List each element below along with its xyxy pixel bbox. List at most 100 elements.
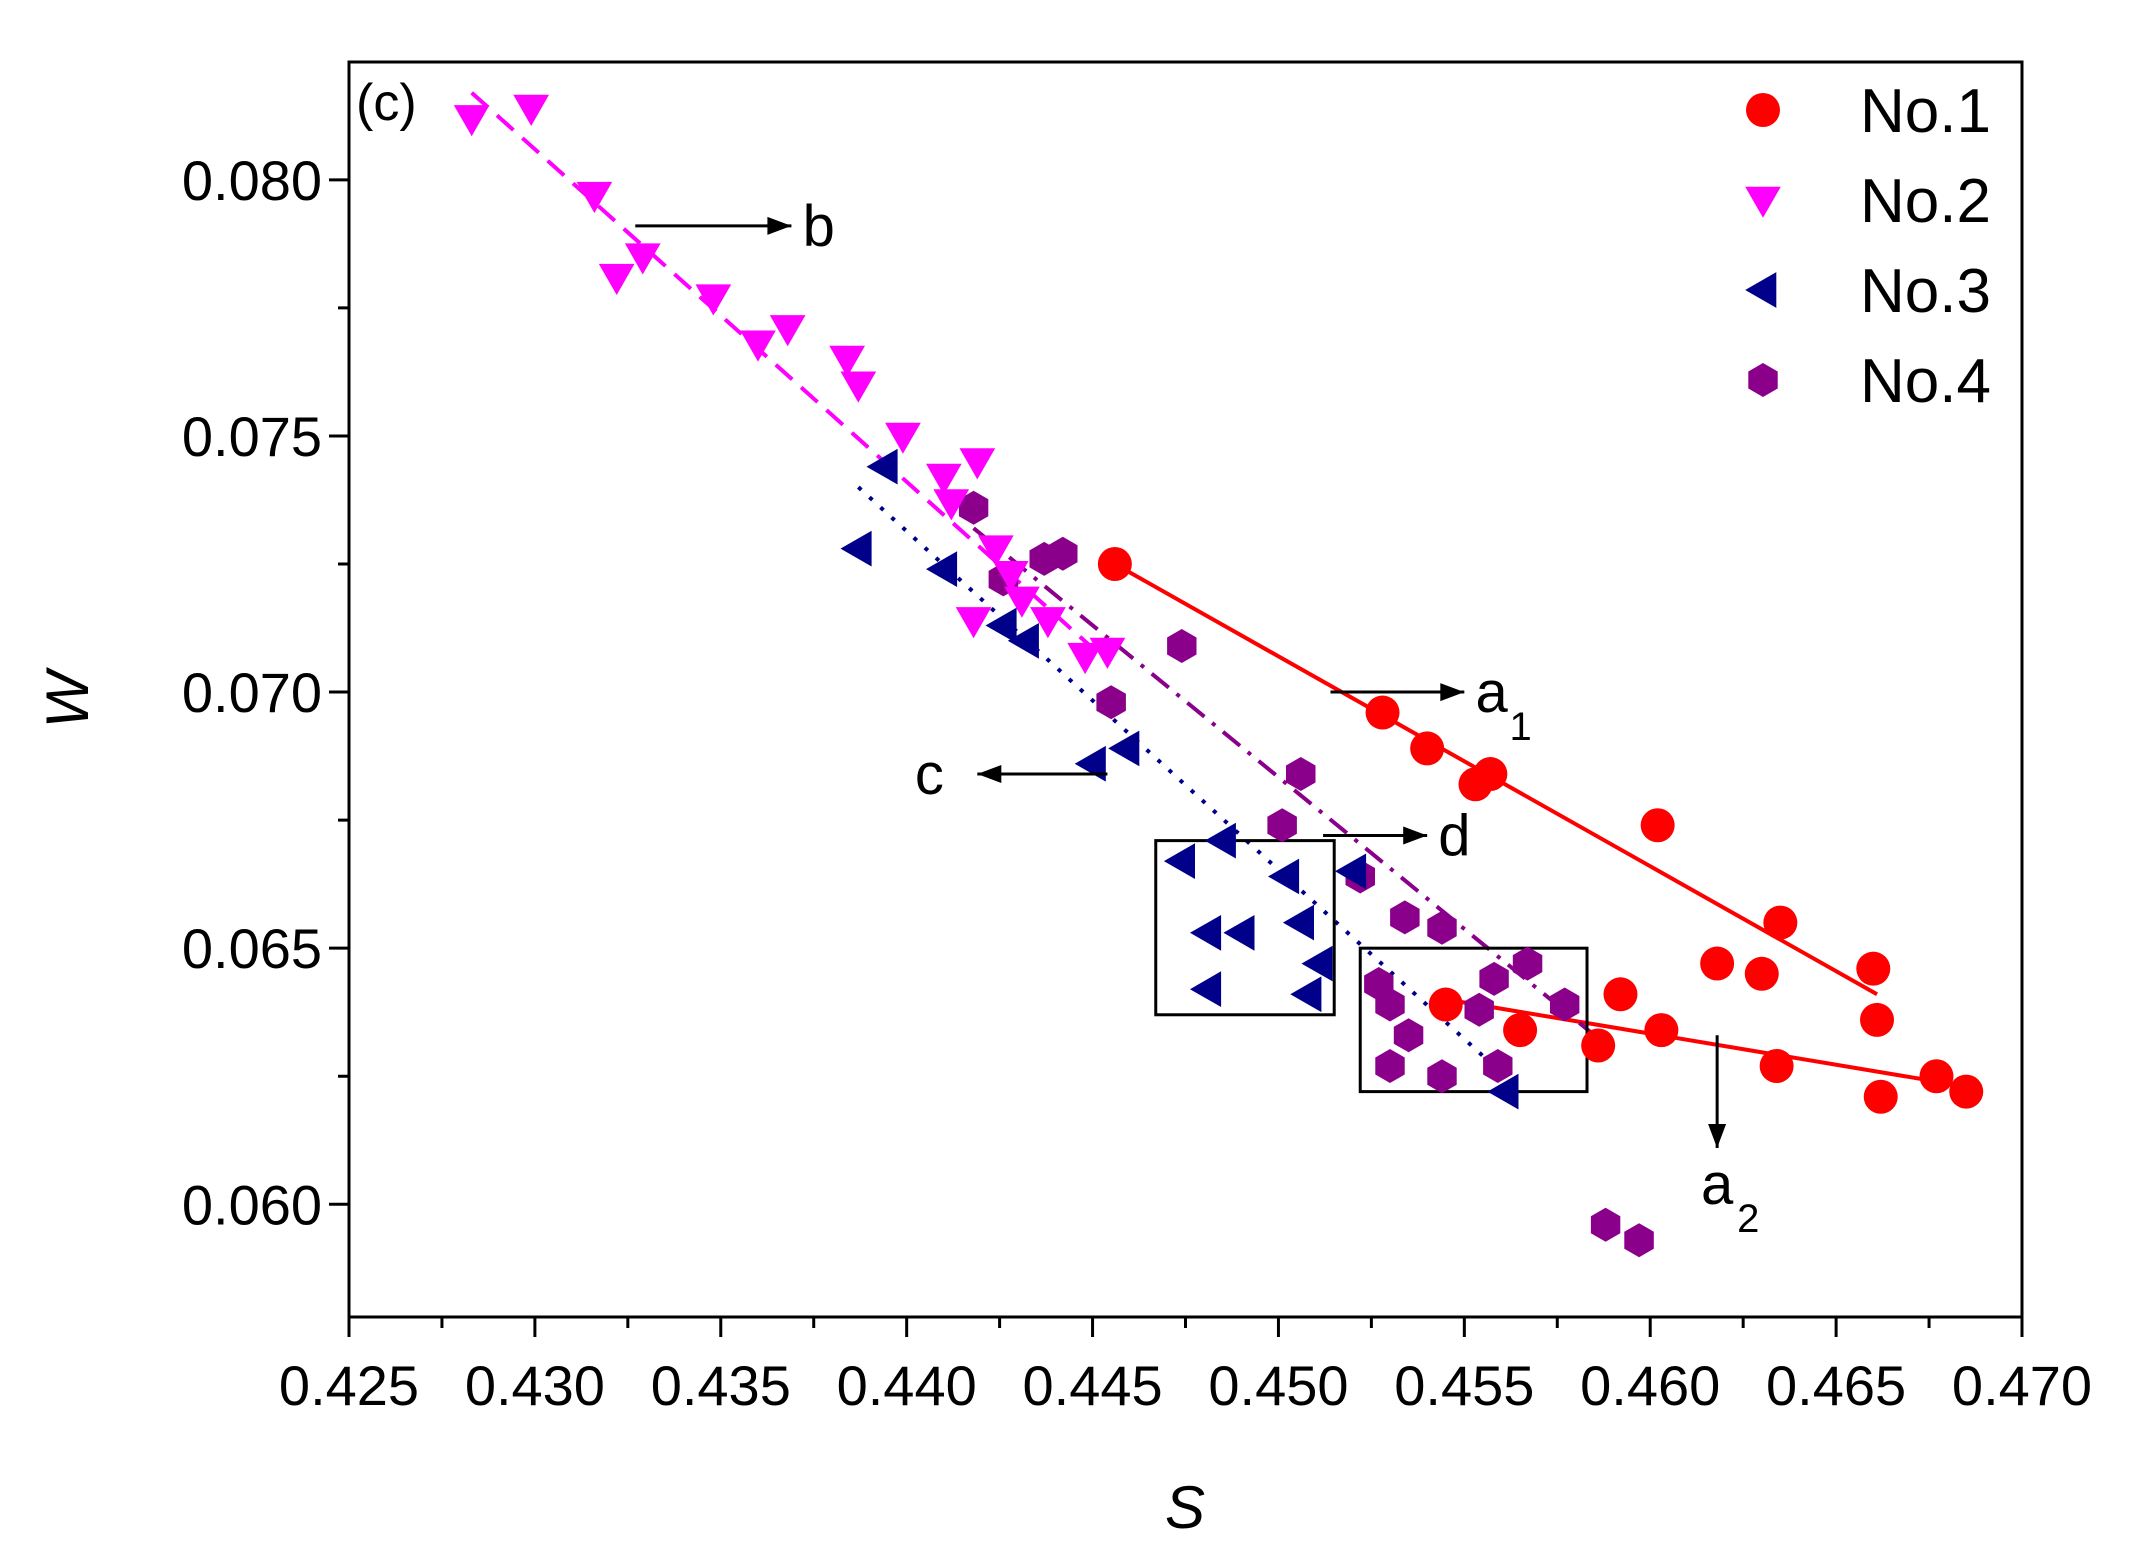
data-point-no1 — [1473, 757, 1508, 792]
x-tick-label: 0.435 — [651, 1354, 791, 1417]
y-tick-label: 0.070 — [182, 661, 322, 724]
x-tick-label: 0.470 — [1952, 1354, 2092, 1417]
data-point-no4 — [1427, 1059, 1457, 1094]
data-point-no3 — [1190, 971, 1222, 1007]
x-tick-label: 0.430 — [465, 1354, 605, 1417]
data-point-no3 — [1290, 976, 1322, 1013]
data-point-no3 — [926, 551, 958, 587]
legend-marker-no2 — [1745, 186, 1781, 218]
data-point-no1 — [1700, 946, 1735, 981]
legend: No.1 No.2 No.3 No.4 — [1745, 77, 1991, 416]
data-point-no4 — [1464, 992, 1494, 1027]
data-point-no1 — [1763, 905, 1798, 940]
data-point-no1 — [1856, 951, 1891, 986]
data-point-no2 — [769, 315, 806, 347]
data-point-no1 — [1428, 987, 1463, 1022]
data-point-no2 — [576, 181, 613, 213]
data-point-no3 — [1223, 915, 1255, 951]
data-point-no2 — [978, 535, 1014, 567]
legend-marker-no1 — [1746, 93, 1780, 127]
data-point-no3 — [1268, 858, 1300, 895]
data-point-no3 — [1163, 843, 1195, 879]
data-point-no2 — [840, 371, 877, 403]
y-tick-label: 0.075 — [182, 405, 322, 468]
data-point-no4 — [1590, 1207, 1621, 1242]
legend-label: No.1 — [1860, 77, 1991, 146]
annotation-label-a1: a — [1475, 660, 1508, 725]
data-point-no2 — [740, 330, 776, 362]
data-point-no4 — [958, 490, 989, 525]
annotation-arrow-head — [767, 216, 792, 235]
data-point-no3 — [1108, 730, 1140, 767]
x-tick-label: 0.455 — [1394, 1354, 1534, 1417]
data-point-no4 — [1286, 757, 1316, 791]
data-point-no2 — [598, 263, 635, 295]
legend-marker-no3 — [1745, 272, 1777, 308]
legend-label: No.3 — [1860, 257, 1991, 326]
axes: 0.425 0.430 0.435 0.440 0.445 0.450 0.455 0.460… — [182, 149, 2092, 1417]
legend-marker-no4 — [1748, 363, 1778, 397]
highlight-box — [1154, 839, 1336, 1017]
y-tick-label: 0.060 — [182, 1173, 322, 1236]
data-point-no1 — [1503, 1013, 1538, 1048]
x-tick-label: 0.425 — [279, 1354, 419, 1417]
annotation-label-d: d — [1438, 803, 1470, 868]
data-point-no2 — [992, 561, 1029, 593]
data-point-no4 — [1512, 946, 1543, 981]
data-point-no3 — [1190, 915, 1222, 951]
data-point-no2 — [1089, 637, 1126, 669]
data-point-no4 — [1267, 808, 1297, 843]
annotation-label-b: b — [803, 194, 835, 259]
annotation-arrow-head — [1403, 826, 1428, 845]
y-tick-label: 0.080 — [182, 149, 322, 212]
data-point-no4 — [1375, 1049, 1405, 1083]
fit-line-a2 — [1445, 997, 1967, 1089]
data-point-no3 — [866, 448, 898, 485]
data-point-no2 — [1067, 642, 1103, 675]
data-point-no4 — [1479, 961, 1509, 996]
data-point-no1 — [1581, 1028, 1616, 1063]
data-point-no1 — [1919, 1059, 1954, 1094]
data-point-no4 — [1483, 1049, 1513, 1083]
highlight-box — [1358, 946, 1589, 1094]
legend-label: No.4 — [1860, 347, 1991, 416]
data-point-no4 — [1048, 536, 1078, 571]
data-point-no1 — [1644, 1013, 1679, 1048]
data-point-no4 — [1390, 900, 1420, 935]
annotation-label-a2: a — [1701, 1152, 1734, 1217]
data-point-no2 — [695, 284, 732, 316]
data-point-no3 — [1487, 1073, 1519, 1110]
data-point-no2 — [955, 607, 992, 639]
fit-line-b — [470, 91, 1109, 663]
data-point-no3 — [840, 530, 872, 567]
data-point-no2 — [453, 105, 490, 137]
data-point-no4 — [1167, 629, 1197, 663]
data-point-no2 — [1030, 607, 1066, 639]
data-point-no1 — [1744, 956, 1779, 991]
data-point-no3 — [1335, 853, 1367, 890]
annotation-subscript: 2 — [1737, 1197, 1759, 1241]
panel-label: (c) — [356, 74, 417, 132]
annotation-arrow-head — [977, 765, 1002, 783]
x-tick-label: 0.465 — [1766, 1354, 1906, 1417]
x-tick-label: 0.460 — [1580, 1354, 1720, 1417]
data-point-no4 — [1393, 1018, 1424, 1053]
x-tick-label: 0.440 — [837, 1354, 977, 1417]
data-point-no4 — [1550, 987, 1580, 1022]
annotation-subscript: 1 — [1509, 705, 1531, 749]
annotation-arrow-head — [1708, 1124, 1727, 1148]
annotation-label-c: c — [915, 742, 944, 807]
data-point-no4 — [1096, 685, 1126, 720]
data-point-no1 — [1860, 1002, 1895, 1037]
x-tick-label: 0.445 — [1022, 1354, 1162, 1417]
plot-area — [349, 62, 2022, 1317]
data-point-no2 — [959, 448, 996, 480]
data-point-no2 — [933, 489, 970, 521]
data-point-no1 — [1863, 1079, 1898, 1114]
data-point-no1 — [1097, 547, 1132, 581]
fit-line-d — [972, 526, 1596, 1037]
data-point-no2 — [885, 422, 921, 454]
data-point-no1 — [1365, 695, 1400, 730]
